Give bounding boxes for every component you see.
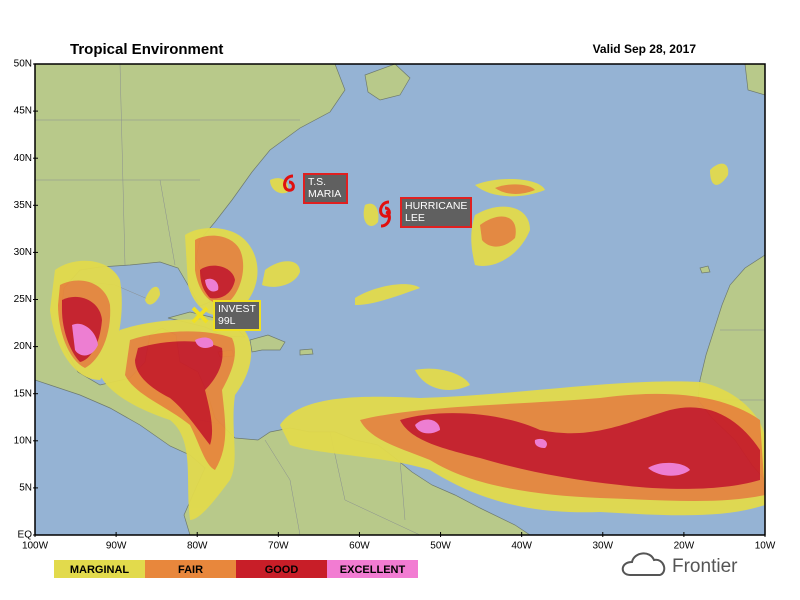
shading-area — [200, 265, 235, 299]
shading-area — [534, 438, 547, 448]
shading-area — [135, 341, 223, 445]
storm-label: LEE — [405, 212, 425, 224]
shading-area — [355, 284, 420, 305]
shading-area — [262, 261, 300, 287]
shading-area — [415, 419, 440, 434]
lat-label: 40N — [14, 153, 32, 164]
valid-date: Valid Sep 28, 2017 — [593, 42, 697, 56]
legend-swatch — [145, 560, 236, 578]
lon-label: 40W — [511, 541, 532, 552]
newfoundland — [364, 64, 411, 101]
lon-label: 70W — [268, 541, 289, 552]
lon-label: 50W — [430, 541, 451, 552]
canaries — [699, 265, 711, 274]
lon-label: 100W — [22, 541, 49, 552]
shading-area — [363, 203, 379, 226]
legend-label: GOOD — [265, 564, 299, 576]
legend-label: EXCELLENT — [340, 564, 406, 576]
shading-area — [710, 163, 729, 185]
shading-area — [205, 278, 219, 292]
lon-label: 60W — [349, 541, 370, 552]
lon-label: 30W — [592, 541, 613, 552]
shading-area — [72, 323, 98, 356]
legend-swatch — [236, 560, 327, 578]
legend-label: FAIR — [178, 564, 203, 576]
lat-label: 15N — [14, 388, 32, 399]
storm-label-box — [400, 197, 472, 228]
lon-label: 10W — [755, 541, 776, 552]
lon-label: 80W — [187, 541, 208, 552]
lat-label: 20N — [14, 341, 32, 352]
legend-swatch — [327, 560, 418, 578]
storm-label: MARIA — [308, 188, 341, 200]
storm-label: HURRICANE — [405, 200, 467, 212]
storm-label-box — [303, 173, 348, 204]
shading-area — [195, 337, 214, 348]
hispaniola — [249, 334, 286, 353]
storm-symbols — [283, 174, 391, 228]
lon-label: 20W — [674, 541, 695, 552]
lat-label: EQ — [18, 530, 33, 541]
environment-shading — [50, 163, 765, 520]
lon-label: 90W — [106, 541, 127, 552]
shading-area — [648, 462, 690, 476]
iberia — [744, 64, 765, 96]
legend-swatch — [54, 560, 145, 578]
title: Tropical Environment — [70, 41, 223, 58]
legend-label: MARGINAL — [70, 564, 130, 576]
shading-area — [495, 184, 535, 194]
invest-marker — [191, 306, 209, 324]
shading-area — [480, 216, 516, 247]
lat-label: 10N — [14, 435, 32, 446]
lat-label: 45N — [14, 106, 32, 117]
shading-area — [415, 368, 470, 390]
storm-label: 99L — [218, 315, 236, 327]
storm-label-box — [213, 300, 261, 331]
lat-label: 5N — [19, 483, 32, 494]
lat-label: 35N — [14, 200, 32, 211]
lat-label: 25N — [14, 294, 32, 305]
storm-label: INVEST — [218, 303, 257, 315]
brand-logo — [621, 552, 666, 576]
storm-label: T.S. — [308, 176, 326, 188]
puerto-rico — [299, 348, 314, 356]
brand: Frontier — [672, 556, 738, 577]
shading-area — [145, 286, 160, 305]
lat-label: 30N — [14, 247, 32, 258]
lat-label: 50N — [14, 59, 32, 70]
